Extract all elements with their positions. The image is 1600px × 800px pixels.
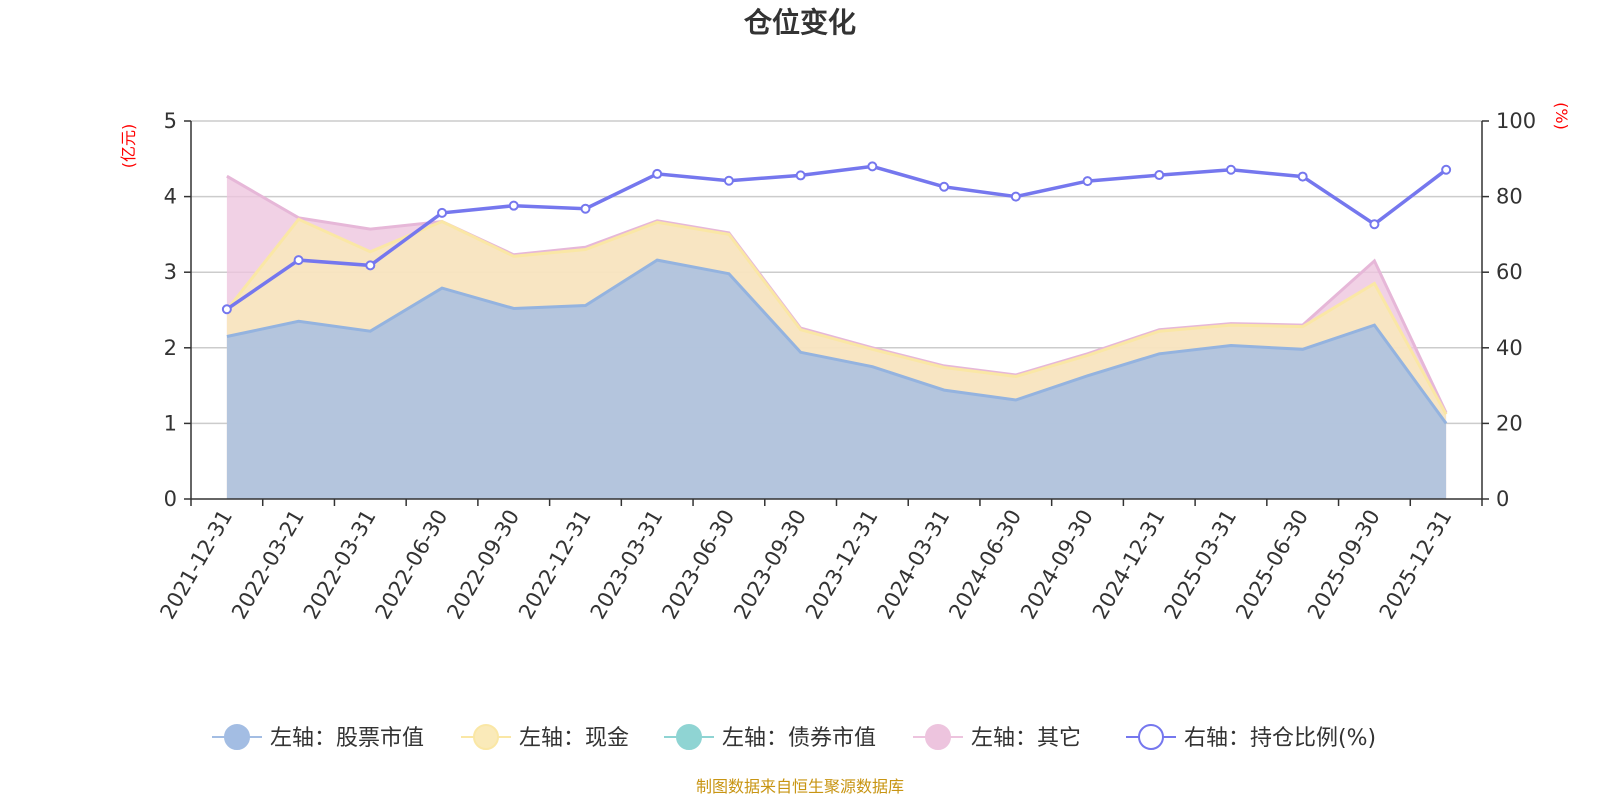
circle-filled-blue-icon <box>224 724 250 750</box>
x-tick-label: 2024-03-31 <box>873 506 955 624</box>
right-tick-label: 80 <box>1496 185 1523 209</box>
area-stock-value <box>226 260 1447 499</box>
legend-label: 左轴：现金 <box>519 726 629 751</box>
legend-item: 左轴：现金 <box>461 724 629 751</box>
area-cash-edge <box>225 217 1448 416</box>
x-tick-label: 2022-03-21 <box>227 506 309 624</box>
left-tick-label: 2 <box>164 336 177 360</box>
x-tick-label: 2023-12-31 <box>801 506 883 624</box>
legend-label: 左轴：股票市值 <box>270 726 424 751</box>
x-tick-label: 2025-12-31 <box>1375 506 1457 624</box>
ratio-point <box>939 181 950 192</box>
ratio-point <box>1441 164 1452 175</box>
stacked-areas <box>225 174 1448 500</box>
left-axis-unit: (亿元) <box>119 124 138 169</box>
ratio-line-series <box>221 161 1452 315</box>
x-tick-label: 2022-06-30 <box>371 506 453 624</box>
x-tick-label: 2025-03-31 <box>1159 506 1241 624</box>
x-tick-label: 2023-06-30 <box>657 506 739 624</box>
ratio-point <box>1369 219 1380 230</box>
ratio-point <box>580 203 591 214</box>
right-tick-label: 20 <box>1496 411 1523 435</box>
left-tick-label: 4 <box>164 185 177 209</box>
circle-filled-pink-icon <box>925 724 951 750</box>
circle-hollow-purple-icon <box>1138 724 1164 750</box>
x-tick-label: 2023-03-31 <box>586 506 668 624</box>
right-tick-label: 60 <box>1496 260 1523 284</box>
ratio-point <box>795 170 806 181</box>
legend-label: 右轴：持仓比例(%) <box>1184 726 1376 751</box>
x-tick-label: 2023-09-30 <box>729 506 811 624</box>
ratio-point <box>365 260 376 271</box>
ratio-point <box>437 207 448 218</box>
source-note: 制图数据来自恒生聚源数据库 <box>696 777 904 796</box>
right-tick-label: 40 <box>1496 336 1523 360</box>
x-tick-label: 2021-12-31 <box>155 506 237 624</box>
left-tick-label: 0 <box>164 487 177 511</box>
x-tick-label: 2022-03-31 <box>299 506 381 624</box>
circle-filled-teal-icon <box>676 724 702 750</box>
left-tick-label: 1 <box>164 411 177 435</box>
ratio-point <box>652 168 663 179</box>
legend-label: 左轴：债券市值 <box>722 726 876 751</box>
ratio-point <box>221 304 232 315</box>
x-tick-label: 2022-09-30 <box>442 506 524 624</box>
legend-label: 左轴：其它 <box>971 726 1081 751</box>
ratio-point <box>293 255 304 266</box>
ratio-point <box>1010 191 1021 202</box>
right-axis-unit: (%) <box>1552 102 1571 130</box>
left-tick-label: 3 <box>164 260 177 284</box>
x-tick-label: 2025-06-30 <box>1231 506 1313 624</box>
ratio-point <box>867 161 878 172</box>
legend: 左轴：股票市值 左轴：现金 左轴：债券市值 左轴：其它 右轴：持仓比例(%) <box>212 724 1376 751</box>
ratio-point <box>1154 170 1165 181</box>
ratio-point <box>1082 176 1093 187</box>
ratio-line <box>225 164 1448 311</box>
legend-item: 左轴：债券市值 <box>664 724 876 751</box>
ratio-point <box>723 175 734 186</box>
chart-title: 仓位变化 <box>744 6 856 39</box>
legend-item: 右轴：持仓比例(%) <box>1126 724 1376 751</box>
ratio-point <box>508 200 519 211</box>
right-tick-label: 100 <box>1496 109 1536 133</box>
x-tick-label: 2025-09-30 <box>1303 506 1385 624</box>
circle-filled-yellow-icon <box>473 724 499 750</box>
ratio-point <box>1297 171 1308 182</box>
legend-item: 左轴：其它 <box>913 724 1081 751</box>
right-tick-label: 0 <box>1496 487 1509 511</box>
legend-item: 左轴：股票市值 <box>212 724 424 751</box>
x-tick-label: 2024-12-31 <box>1088 506 1170 624</box>
left-tick-label: 5 <box>164 109 177 133</box>
x-tick-label: 2024-09-30 <box>1016 506 1098 624</box>
x-tick-label: 2024-06-30 <box>944 506 1026 624</box>
ratio-point <box>1225 164 1236 175</box>
area-stock-value-edge <box>226 258 1448 425</box>
x-tick-label: 2022-12-31 <box>514 506 596 624</box>
